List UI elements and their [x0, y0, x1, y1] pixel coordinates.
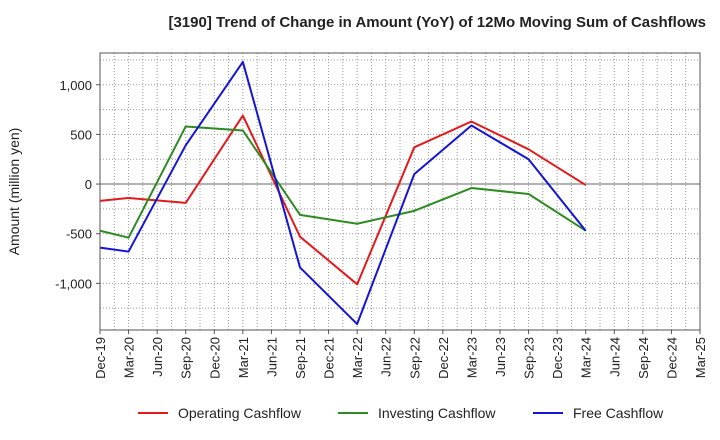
legend-swatch: [338, 412, 368, 414]
x-tick-label: Dec-21: [322, 337, 337, 379]
grid-layer: [100, 53, 700, 330]
x-tick-label: Sep-22: [407, 337, 422, 379]
legend-swatch: [138, 412, 168, 414]
legend-item-investing-cashflow: Investing Cashflow: [338, 405, 496, 421]
x-tick-label: Sep-24: [636, 337, 651, 379]
x-tick-label: Mar-25: [693, 337, 708, 378]
x-tick-label: Sep-21: [293, 337, 308, 379]
x-tick-label: Sep-23: [522, 337, 537, 379]
legend-item-free-cashflow: Free Cashflow: [533, 405, 663, 421]
y-tick-label: 500: [70, 127, 92, 142]
x-tick-label: Dec-22: [436, 337, 451, 379]
x-tick-label: Jun-23: [493, 337, 508, 377]
x-tick-label: Mar-22: [350, 337, 365, 378]
legend-label: Operating Cashflow: [178, 405, 301, 421]
x-tick-label: Jun-20: [150, 337, 165, 377]
series-layer: [99, 60, 587, 326]
legend-label: Free Cashflow: [573, 405, 664, 421]
x-tick-label: Dec-23: [550, 337, 565, 379]
chart-title: [3190] Trend of Change in Amount (YoY) o…: [168, 14, 706, 31]
y-tick-label: -1,000: [55, 276, 92, 291]
y-tick-label: -500: [66, 227, 92, 242]
x-tick-label: Mar-24: [579, 337, 594, 378]
y-tick-label: 0: [85, 177, 92, 192]
x-tick-label: Sep-20: [179, 337, 194, 379]
x-tick-label: Mar-23: [464, 337, 479, 378]
x-tick-label: Jun-22: [379, 337, 394, 377]
series-line-investing-cashflow: [99, 125, 587, 239]
x-tick-label: Dec-24: [664, 337, 679, 379]
plot-frame: [99, 52, 701, 331]
x-tick-label: Jun-24: [607, 337, 622, 377]
y-tick-label: 1,000: [59, 78, 92, 93]
legend: Operating Cashflow Investing Cashflow Free…: [0, 405, 720, 427]
y-axis-label: Amount (million yen): [6, 128, 22, 256]
x-tick-label: Dec-20: [207, 337, 222, 379]
x-tick-label: Mar-21: [236, 337, 251, 378]
series-line-free-cashflow: [99, 60, 587, 326]
x-tick-label: Dec-19: [93, 337, 108, 379]
legend-label: Investing Cashflow: [378, 405, 496, 421]
x-tick-label: Jun-21: [264, 337, 279, 377]
y-tick-labels: 1,000 500 0 -500 -1,000: [55, 78, 100, 291]
legend-swatch: [533, 412, 563, 414]
legend-item-operating-cashflow: Operating Cashflow: [138, 405, 301, 421]
x-tick-label: Mar-20: [122, 337, 137, 378]
x-tick-labels: Dec-19 Mar-20 Jun-20 Sep-20 Dec-20 Mar-21 Jun-…: [93, 330, 708, 379]
